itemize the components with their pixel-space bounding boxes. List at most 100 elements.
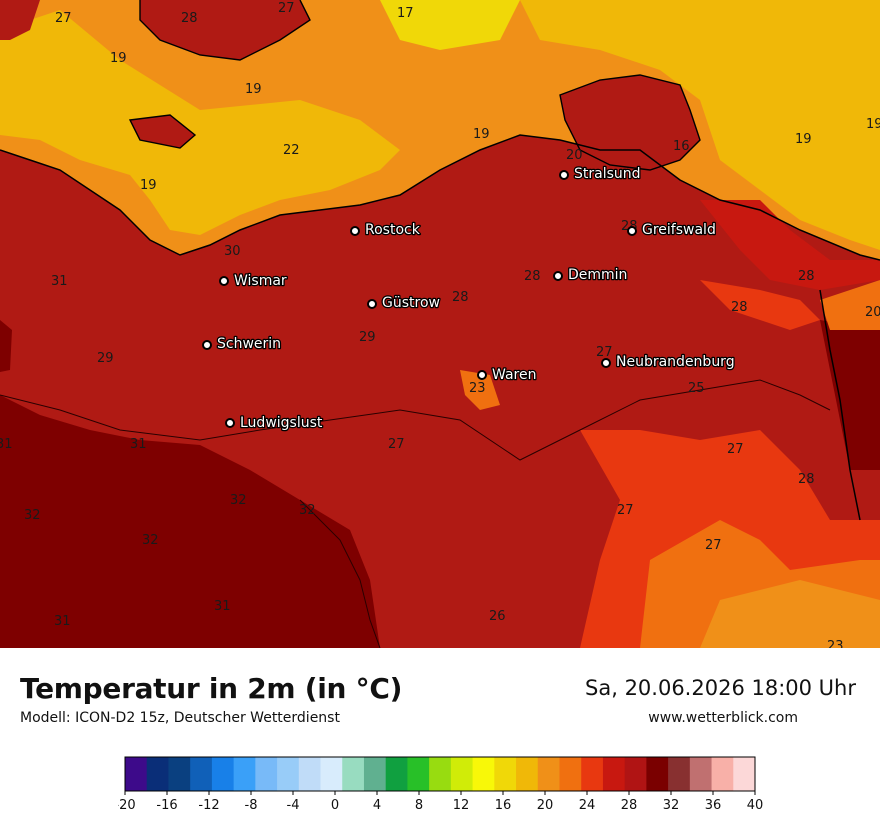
color-legend-cell xyxy=(277,757,300,791)
color-legend-tick-label: 0 xyxy=(331,798,339,813)
temperature-label: 27 xyxy=(388,437,405,452)
city-label: Ludwigslust xyxy=(240,415,323,431)
city-label: Greifswald xyxy=(642,222,716,238)
city-marker-icon xyxy=(219,276,229,286)
color-legend-tick-label: 16 xyxy=(495,798,512,813)
color-legend: -20 -16 -12 -8 -4 0 4 8 12 16 20 24 28 32 36 40 xyxy=(118,756,763,813)
temperature-label: 17 xyxy=(397,6,414,21)
city-demmin[interactable]: Demmin xyxy=(553,266,629,284)
temperature-label: 20 xyxy=(865,305,880,320)
city-greifswald[interactable]: Greifswald xyxy=(627,221,717,239)
ruegen-coast xyxy=(559,74,701,171)
color-legend-cell xyxy=(689,757,713,791)
color-legend-tick-label: 24 xyxy=(579,798,596,813)
color-legend-cell xyxy=(168,757,191,791)
color-legend-tick-label: -4 xyxy=(287,798,300,813)
temperature-label: 28 xyxy=(452,290,469,305)
city-label: Demmin xyxy=(568,267,627,283)
temperature-label: 32 xyxy=(230,493,247,508)
map-footer: Temperatur in 2m (in °C) Modell: ICON-D2… xyxy=(0,648,880,830)
color-legend-cell xyxy=(624,757,647,791)
city-label: Neubrandenburg xyxy=(616,354,735,370)
color-legend-cell xyxy=(537,757,560,791)
city-waren[interactable]: Waren xyxy=(477,366,538,384)
city-label: Wismar xyxy=(234,273,287,289)
temperature-label: 29 xyxy=(359,330,376,345)
city-marker-icon xyxy=(202,340,212,350)
city-neubrandenburg[interactable]: Neubrandenburg xyxy=(601,353,736,371)
temperature-label: 30 xyxy=(224,244,241,259)
temperature-label: 27 xyxy=(55,11,72,26)
temperature-label: 22 xyxy=(283,143,300,158)
city-ludwigslust[interactable]: Ludwigslust xyxy=(225,414,324,432)
color-legend-tick-label: -8 xyxy=(245,798,258,813)
temperature-label: 31 xyxy=(0,437,13,452)
color-legend-ticks: -20 -16 -12 -8 -4 0 4 8 12 16 20 24 28 32 36 40 xyxy=(118,791,763,813)
city-marker-icon xyxy=(225,418,235,428)
temperature-label: 23 xyxy=(827,639,844,648)
sea-yellow-east xyxy=(520,0,880,250)
color-legend-cells xyxy=(124,756,756,792)
island-north xyxy=(140,0,310,60)
color-legend-cell xyxy=(298,757,322,791)
color-legend-cell xyxy=(494,757,517,791)
city-rostock[interactable]: Rostock xyxy=(350,221,422,239)
temperature-label: 19 xyxy=(245,82,262,97)
temperature-label: 19 xyxy=(473,127,490,142)
temperature-label: 28 xyxy=(731,300,748,315)
temperature-label: 23 xyxy=(469,381,486,396)
city-label: Rostock xyxy=(365,222,421,238)
color-legend-cell xyxy=(190,757,213,791)
color-legend-cell xyxy=(668,757,691,791)
temperature-label: 31 xyxy=(51,274,68,289)
color-legend-cell xyxy=(125,757,148,791)
color-legend-cell xyxy=(429,757,452,791)
sea-yellow-west xyxy=(0,10,400,235)
city-marker-icon xyxy=(477,370,487,380)
color-legend-cell xyxy=(516,757,539,791)
temperature-label: 31 xyxy=(214,599,231,614)
temperature-label: 28 xyxy=(798,472,815,487)
color-legend-cell xyxy=(711,757,734,791)
temperature-label: 25 xyxy=(688,381,705,396)
labels-layer: 27 28 27 17 19 19 22 19 19 16 20 19 19 2… xyxy=(0,1,880,648)
city-label: Schwerin xyxy=(217,336,281,352)
temperature-label: 28 xyxy=(181,11,198,26)
map-title: Temperatur in 2m (in °C) xyxy=(20,672,403,705)
color-legend-tick-label: 32 xyxy=(663,798,680,813)
color-legend-frame xyxy=(124,756,756,792)
map-canvas xyxy=(0,0,880,648)
city-marker-icon xyxy=(559,170,569,180)
temperature-label: 32 xyxy=(24,508,41,523)
temperature-label: 19 xyxy=(795,132,812,147)
coastline xyxy=(0,134,880,261)
color-legend-cell xyxy=(581,757,604,791)
warm-zone-east xyxy=(700,280,820,330)
cool-zone-southeast xyxy=(700,580,880,648)
color-legend-cell xyxy=(472,757,495,791)
color-legend-cell xyxy=(602,757,626,791)
city-stralsund[interactable]: Stralsund xyxy=(559,165,642,183)
state-boundary xyxy=(0,379,831,461)
city-guestrow[interactable]: Güstrow xyxy=(367,294,441,312)
website-link[interactable]: www.wetterblick.com xyxy=(648,710,798,726)
city-marker-icon xyxy=(553,271,563,281)
city-label: Güstrow xyxy=(382,295,440,311)
temperature-label: 27 xyxy=(617,503,634,518)
city-label: Waren xyxy=(492,367,536,383)
city-wismar[interactable]: Wismar xyxy=(219,272,288,290)
temperature-label: 28 xyxy=(798,269,815,284)
color-legend-cell xyxy=(385,757,408,791)
city-marker-icon xyxy=(601,358,611,368)
color-legend-cell xyxy=(646,757,669,791)
temperature-label: 27 xyxy=(596,345,613,360)
lake-waren xyxy=(460,370,500,410)
city-marker-icon xyxy=(627,226,637,236)
temperature-label: 19 xyxy=(110,51,127,66)
hot-zone-east xyxy=(820,320,880,470)
color-legend-cell xyxy=(320,757,343,791)
city-schwerin[interactable]: Schwerin xyxy=(202,335,282,353)
temperature-label: 32 xyxy=(299,503,316,518)
island-ruegen xyxy=(560,75,700,170)
temperature-label: 19 xyxy=(866,117,880,132)
